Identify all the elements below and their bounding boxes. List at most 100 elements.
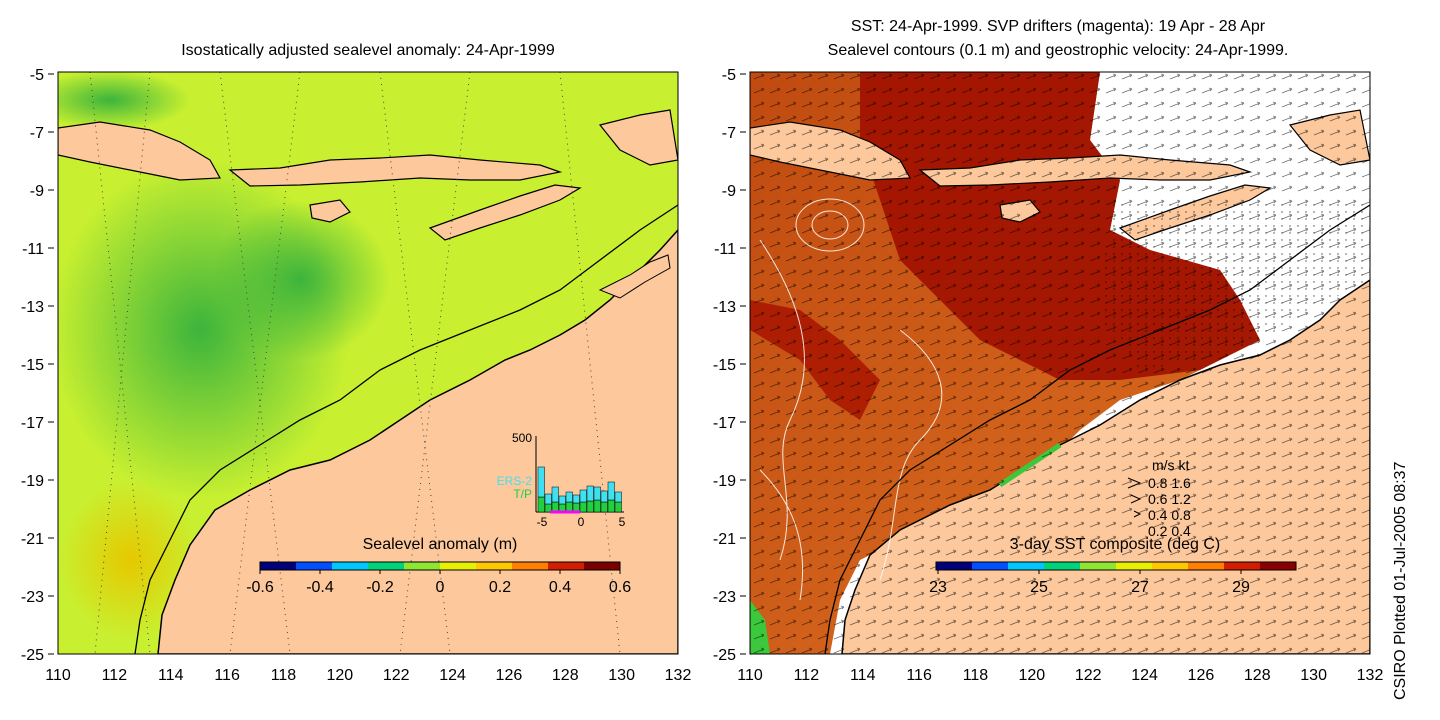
x-tick-label: 128	[552, 667, 579, 684]
histogram-bar-tp	[586, 500, 594, 513]
histogram-bar-ers2	[614, 491, 622, 503]
right-y-axis-ticks: -5 -7 -9 -11 -13 -15 -17 -19 -21 -23 -25	[713, 67, 746, 664]
low-anomaly-region	[210, 200, 390, 360]
y-tick-label: -9	[30, 183, 44, 200]
x-tick-label: 126	[1188, 667, 1215, 684]
histogram-bar-ers2	[593, 486, 601, 501]
velocity-key-row: 0.4 0.8	[1148, 507, 1191, 523]
sumba-island	[309, 199, 351, 223]
colorbar-swatch	[404, 562, 441, 570]
coastal-island	[598, 254, 671, 299]
colorbar-tick-label: 0	[436, 579, 445, 596]
x-tick-label: 122	[1075, 667, 1102, 684]
x-tick-label: 126	[496, 667, 523, 684]
histogram-bar-tp	[593, 499, 601, 513]
histogram-bar-ers2	[572, 494, 580, 504]
x-tick-label: 130	[1300, 667, 1327, 684]
histogram-legend-tp: T/P	[513, 487, 532, 501]
y-tick-label: -23	[21, 589, 44, 606]
colorbar-tick-label: 23	[929, 579, 947, 596]
colorbar-swatch	[512, 562, 549, 570]
geostrophic-velocity-arrows	[750, 72, 1370, 654]
histogram-bar-ers2	[544, 493, 552, 505]
x-tick-label: 110	[737, 667, 763, 684]
histogram-bar-ers2	[600, 490, 608, 503]
x-tick-label: 124	[1131, 667, 1158, 684]
histogram-xtick-zero: 0	[578, 515, 585, 529]
y-tick-label: -19	[713, 473, 736, 490]
velocity-key-row: 0.8 1.6	[1148, 475, 1191, 491]
right-map-frame	[749, 71, 1371, 655]
y-tick-label: -7	[722, 125, 736, 142]
right-colorbar-label: 3-day SST composite (deg C)	[1010, 536, 1220, 553]
y-tick-label: -17	[21, 415, 44, 432]
x-tick-label: 130	[608, 667, 635, 684]
left-y-axis-ticks: -5 -7 -9 -11 -13 -15 -17 -19 -21 -23 -25	[21, 67, 54, 664]
colorbar-tick-label: 0.6	[609, 579, 631, 596]
colorbar-swatch	[1080, 562, 1117, 570]
colorbar-swatch	[260, 562, 297, 570]
colorbar-swatch	[1008, 562, 1045, 570]
histogram-bar-tp	[614, 501, 622, 513]
colorbar-tick-label: 0.2	[489, 579, 511, 596]
x-tick-label: 110	[45, 667, 71, 684]
colorbar-tick-label: -0.2	[366, 579, 394, 596]
colorbar-frame	[935, 561, 1297, 571]
velocity-key-arrow	[1133, 510, 1142, 518]
x-tick-label: 120	[326, 667, 353, 684]
bathymetry-contour	[134, 204, 678, 654]
right-colorbar	[935, 561, 1297, 571]
colorbar-swatch	[1188, 562, 1225, 570]
colorbar-tick-label: -0.6	[246, 579, 274, 596]
x-tick-label: 112	[102, 667, 128, 684]
sealevel-contours	[759, 198, 943, 601]
velocity-key-row: 0.6 1.2	[1148, 491, 1191, 507]
colorbar-swatch	[936, 562, 973, 570]
colorbar-swatch	[368, 562, 405, 570]
x-tick-label: 114	[158, 667, 184, 684]
colorbar-swatch	[1044, 562, 1081, 570]
y-tick-label: -13	[713, 299, 736, 316]
colorbar-swatch	[972, 562, 1009, 570]
colorbar-swatch	[1152, 562, 1189, 570]
colorbar-tick-label: 25	[1030, 579, 1048, 596]
colorbar-swatch	[476, 562, 513, 570]
y-tick-label: -5	[30, 67, 44, 84]
x-tick-label: 122	[383, 667, 410, 684]
x-tick-label: 114	[850, 667, 876, 684]
histogram-bar-ers2	[586, 485, 594, 502]
x-tick-label: 128	[1244, 667, 1271, 684]
high-anomaly-region	[60, 480, 200, 640]
colorbar-swatch	[1116, 562, 1153, 570]
colorbar-swatch	[296, 562, 333, 570]
y-tick-label: -9	[722, 183, 736, 200]
y-tick-label: -13	[21, 299, 44, 316]
histogram-bar-ers2	[579, 489, 587, 503]
colorbar-swatch	[332, 562, 369, 570]
y-tick-label: -19	[21, 473, 44, 490]
velocity-key-row: 0.2 0.4	[1148, 523, 1191, 539]
x-tick-label: 132	[665, 667, 692, 684]
y-tick-label: -23	[713, 589, 736, 606]
histogram-bar-ers2	[551, 486, 559, 503]
left-map-frame	[57, 71, 679, 655]
histogram-xtick-min: -5	[537, 515, 548, 529]
histogram-bar-tp	[607, 499, 615, 513]
australia-land	[157, 228, 678, 654]
right-panel-title-line1: SST: 24-Apr-1999. SVP drifters (magenta)…	[850, 18, 1266, 35]
y-tick-label: -17	[713, 415, 736, 432]
histogram-ymax-label: 500	[512, 431, 532, 445]
y-tick-label: -7	[30, 125, 44, 142]
y-tick-label: -25	[713, 647, 736, 664]
timor-island	[428, 184, 582, 241]
histogram-bars	[537, 466, 622, 513]
colorbar-swatch	[1260, 562, 1297, 570]
java-island	[58, 121, 221, 181]
csiro-plot-stamp: CSIRO Plotted 01-Jul-2005 08:37	[1392, 461, 1409, 700]
x-tick-label: 132	[1357, 667, 1384, 684]
y-tick-label: -5	[722, 67, 736, 84]
colorbar-tick-label: -0.4	[306, 579, 334, 596]
low-anomaly-region	[58, 72, 190, 130]
y-tick-label: -15	[713, 357, 736, 374]
